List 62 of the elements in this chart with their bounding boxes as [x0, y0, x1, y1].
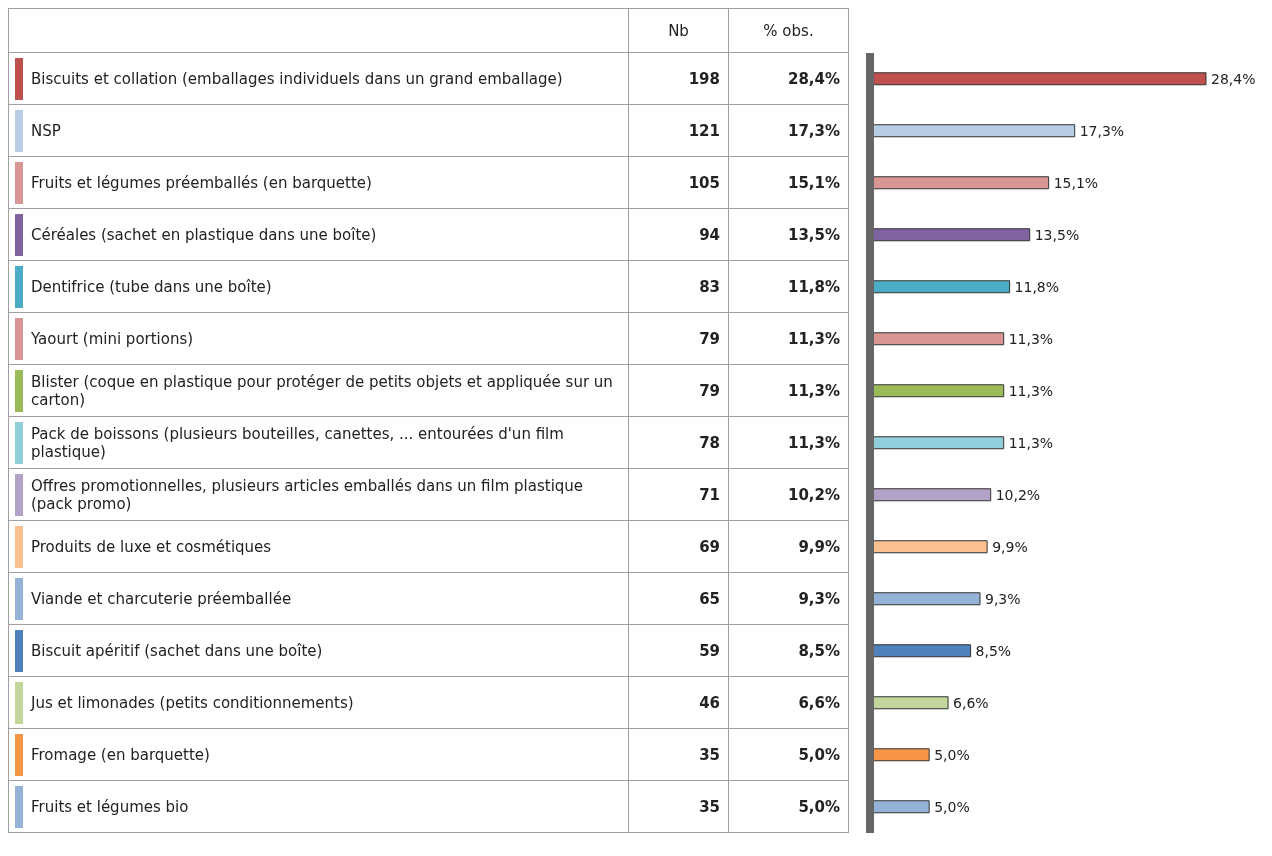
data-label: 13,5% — [1034, 226, 1080, 243]
text: 17,3% — [787, 121, 840, 140]
text: 10,2% — [787, 485, 840, 504]
text: 11,3% — [787, 381, 840, 400]
chart-title: % obs. — [763, 21, 814, 40]
text: Nb — [628, 8, 729, 53]
data-label: 11,3% — [1008, 330, 1054, 347]
category-label: Offres promotionnelles, plusieurs articles emballés dans un film plastique (pack promo) — [31, 476, 585, 513]
data-label: 6,6% — [953, 694, 989, 711]
text: 11,3% — [787, 433, 840, 452]
text: 28,4% — [787, 69, 840, 88]
data-label: 94 — [628, 208, 729, 261]
data-label: 35 — [628, 780, 729, 833]
data-label: 11,8% — [1014, 278, 1060, 295]
data-label: 79 — [628, 364, 729, 417]
category-label: Jus et limonades (petits conditionnements) — [31, 693, 354, 712]
category-label: Fruits et légumes bio — [31, 797, 189, 816]
category-label: Pack de boissons (plusieurs bouteilles, canettes, ... entourées d'un film plastique) — [31, 424, 565, 461]
text: 5,0% — [798, 797, 840, 816]
category-label: Yaourt (mini portions) — [31, 329, 194, 348]
data-label: 83 — [628, 260, 729, 313]
text: 11,3% — [787, 329, 840, 348]
data-label: 65 — [628, 572, 729, 625]
text: 5,0% — [798, 745, 840, 764]
data-label: 121 — [628, 104, 729, 157]
text: 6,6% — [798, 693, 840, 712]
data-label: 10,2% — [995, 486, 1041, 503]
text: 8,5% — [798, 641, 840, 660]
data-label: 17,3% — [1079, 122, 1125, 139]
data-label: 71 — [628, 468, 729, 521]
data-label: 59 — [628, 624, 729, 677]
category-label: Fromage (en barquette) — [31, 745, 210, 764]
category-label: Viande et charcuterie préemballée — [31, 589, 292, 608]
category-label: Biscuit apéritif (sachet dans une boîte) — [31, 641, 323, 660]
data-label: 15,1% — [1053, 174, 1099, 191]
data-label: 46 — [628, 676, 729, 729]
category-label: Fruits et légumes préemballés (en barquette) — [31, 173, 372, 192]
category-label: NSP — [31, 121, 61, 140]
category-label: Produits de luxe et cosmétiques — [31, 537, 272, 556]
text: 9,3% — [798, 589, 840, 608]
data-label: 105 — [628, 156, 729, 209]
text: 9,9% — [798, 537, 840, 556]
category-label: Dentifrice (tube dans une boîte) — [31, 277, 272, 296]
data-label: 11,3% — [1008, 382, 1054, 399]
data-label: 9,9% — [992, 538, 1028, 555]
category-label: Biscuits et collation (emballages individuels dans un grand emballage) — [31, 69, 563, 88]
data-label: 5,0% — [934, 746, 970, 763]
data-label: 35 — [628, 728, 729, 781]
data-label: 78 — [628, 416, 729, 469]
category-label: Céréales (sachet en plastique dans une boîte) — [31, 225, 377, 244]
data-label: 9,3% — [985, 590, 1021, 607]
text: 11,8% — [787, 277, 840, 296]
data-label: 69 — [628, 520, 729, 573]
category-label: Blister (coque en plastique pour protéger de petits objets et appliquée sur un carton) — [31, 372, 614, 409]
data-label: 11,3% — [1008, 434, 1054, 451]
text: 13,5% — [787, 225, 840, 244]
data-label: 5,0% — [934, 798, 970, 815]
text: 15,1% — [787, 173, 840, 192]
data-label: 79 — [628, 312, 729, 365]
data-label: 198 — [628, 52, 729, 105]
data-label: 8,5% — [975, 642, 1012, 659]
data-label: 28,4% — [1211, 70, 1256, 87]
